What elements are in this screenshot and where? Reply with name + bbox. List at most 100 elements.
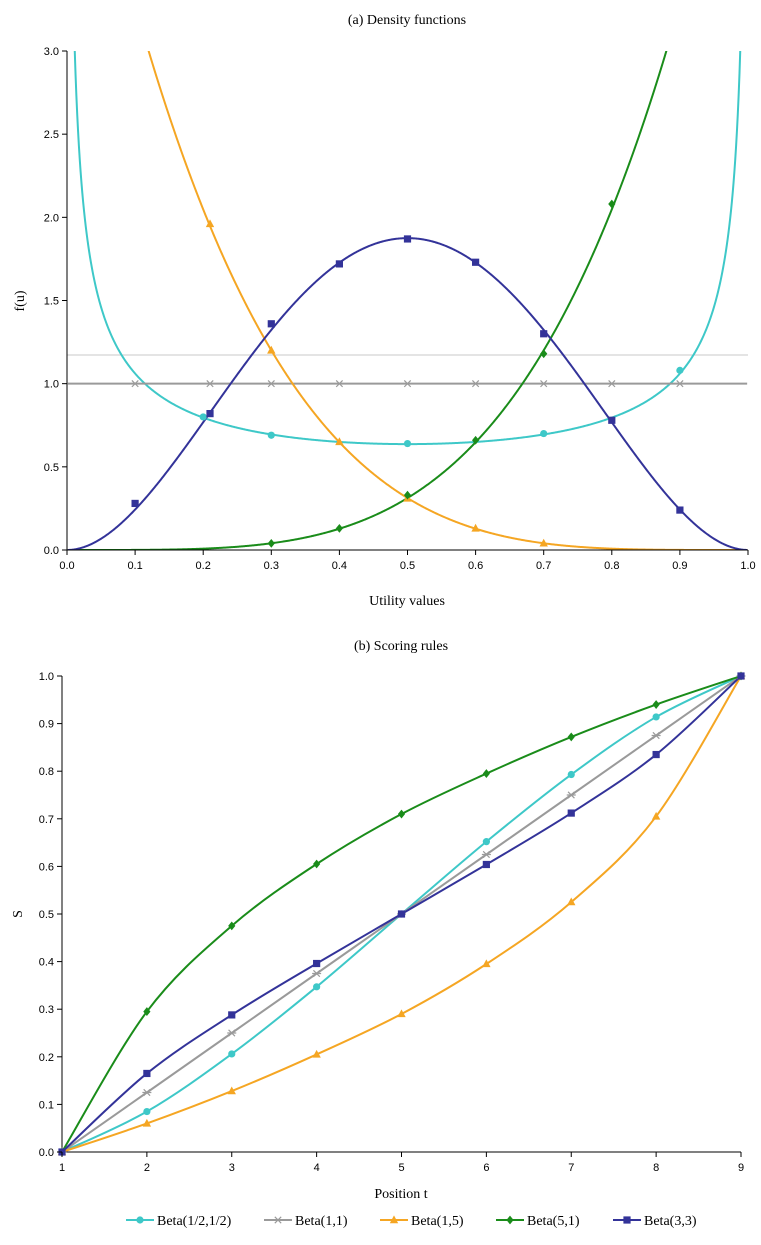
density-x-tick-label: 0.6 (468, 560, 483, 572)
density-point-beta-3-3 (335, 260, 343, 268)
legend-swatch-marker (273, 1216, 283, 1224)
scoring-point-beta-3-3 (737, 672, 745, 680)
density-point-beta-5-1 (540, 349, 548, 359)
legend-item-beta-1-2-1-2: Beta(1/2,1/2) (126, 1214, 232, 1229)
density-chart: (a) Density functions 0.0 0.1 0.2 0.3 0.4 0.5… (13, 13, 756, 609)
scoring-point-beta-1-1 (651, 731, 661, 740)
density-point-beta-1-1 (471, 380, 481, 388)
density-point-beta-1-1 (266, 380, 276, 388)
density-point-beta-5-1 (267, 538, 275, 548)
density-y-tick-label: 0.0 (44, 545, 59, 557)
scoring-point-beta-1-2-1-2 (482, 838, 490, 846)
scoring-point-beta-3-3 (143, 1069, 151, 1078)
scoring-point-beta-5-1 (143, 1007, 151, 1016)
scoring-point-beta-1-2-1-2 (228, 1050, 236, 1058)
density-x-tick-label: 0.8 (604, 560, 619, 572)
legend: Beta(1/2,1/2) Beta(1,1) Beta(1,5) Beta(5,1)… (126, 1214, 697, 1229)
density-point-beta-5-1 (472, 435, 480, 445)
density-y-tick-label: 3.0 (44, 46, 59, 58)
density-point-beta-3-3 (472, 258, 480, 266)
density-x-tick-label: 0.1 (127, 560, 142, 572)
legend-label: Beta(1,5) (411, 1214, 464, 1229)
scoring-point-beta-1-2-1-2 (652, 713, 660, 721)
scoring-point-beta-1-2-1-2 (143, 1107, 151, 1116)
density-point-beta-3-3 (131, 499, 139, 508)
density-point-beta-1-2-1-2 (199, 413, 207, 421)
density-markers (130, 199, 685, 548)
density-point-beta-3-3 (267, 320, 275, 328)
scoring-x-axis-label: Position t (374, 1187, 427, 1202)
density-point-beta-5-1 (608, 199, 616, 209)
scoring-point-beta-1-1 (566, 791, 576, 799)
density-point-beta-3-3 (206, 410, 214, 418)
scoring-curve-beta-5-1 (62, 676, 741, 1153)
density-point-beta-3-3 (608, 416, 616, 424)
scoring-x-tick-label: 4 (314, 1162, 320, 1174)
scoring-y-tick-label: 0.6 (39, 861, 54, 873)
legend-item-beta-5-1: Beta(5,1) (496, 1214, 580, 1229)
density-point-beta-1-5 (539, 538, 548, 547)
density-point-beta-1-5 (267, 345, 276, 354)
density-curve-beta-1-2-1-2 (73, 51, 742, 446)
density-x-tick-label: 0.9 (672, 560, 687, 572)
scoring-point-beta-1-1 (481, 850, 491, 859)
scoring-point-beta-1-1 (312, 969, 322, 978)
density-y-tick-label: 2.5 (44, 129, 59, 141)
density-x-tick-label: 0.3 (264, 560, 279, 572)
legend-swatch-marker (506, 1215, 514, 1225)
scoring-chart-title: (b) Scoring rules (354, 639, 448, 654)
scoring-point-beta-1-5 (482, 959, 491, 968)
density-curve-beta-3-3 (67, 237, 748, 550)
scoring-point-beta-5-1 (652, 700, 660, 709)
density-plot-area (67, 51, 748, 550)
scoring-y-tick-label: 0.8 (39, 766, 54, 778)
density-x-axis-label: Utility values (369, 594, 445, 609)
scoring-y-tick-label: 0.1 (39, 1099, 54, 1111)
density-chart-title: (a) Density functions (348, 13, 466, 28)
scoring-point-beta-1-2-1-2 (567, 770, 575, 779)
density-point-beta-5-1 (335, 523, 343, 533)
scoring-point-beta-1-1 (142, 1088, 152, 1097)
density-x-tick-label: 0.5 (400, 560, 415, 572)
scoring-x-tick-label: 6 (483, 1162, 489, 1174)
scoring-y-tick-label: 0.0 (39, 1147, 54, 1159)
legend-label: Beta(1,1) (295, 1214, 348, 1229)
scoring-x-tick-label: 3 (229, 1162, 235, 1174)
scoring-x-tick-label: 2 (144, 1162, 150, 1174)
scoring-x-tick-label: 5 (398, 1162, 404, 1174)
scoring-y-tick-label: 0.4 (39, 957, 54, 969)
scoring-y-tick-label: 0.9 (39, 719, 54, 731)
scoring-y-tick-label: 0.7 (39, 814, 54, 826)
density-point-beta-1-2-1-2 (403, 439, 412, 448)
scoring-point-beta-3-3 (652, 750, 660, 759)
density-y-axis-label: f(u) (13, 290, 28, 311)
scoring-point-beta-5-1 (228, 921, 236, 931)
density-x-tick-label: 0.2 (196, 560, 211, 572)
density-y-tick-label: 0.5 (44, 462, 59, 474)
density-ticks: 0.0 0.1 0.2 0.3 0.4 0.5 0.6 0.7 0.8 0.9 1.0 0.0 0.5 1… (44, 46, 756, 572)
density-point-beta-1-1 (130, 380, 140, 388)
density-point-beta-1-1 (607, 380, 617, 388)
density-x-tick-label: 0.0 (59, 560, 74, 572)
scoring-point-beta-5-1 (397, 809, 406, 819)
scoring-point-beta-3-3 (313, 959, 321, 968)
scoring-y-tick-label: 0.3 (39, 1004, 54, 1016)
density-point-beta-1-2-1-2 (540, 429, 548, 438)
density-point-beta-1-2-1-2 (676, 366, 684, 374)
density-point-beta-1-1 (403, 380, 412, 388)
scoring-point-beta-1-1 (227, 1029, 237, 1037)
scoring-point-beta-1-5 (567, 897, 576, 906)
density-y-tick-label: 1.0 (44, 379, 59, 391)
density-point-beta-1-1 (675, 380, 685, 388)
scoring-point-beta-1-5 (651, 811, 661, 820)
scoring-point-beta-5-1 (482, 769, 490, 778)
density-point-beta-3-3 (540, 330, 548, 338)
density-point-beta-5-1 (403, 490, 412, 500)
density-point-beta-1-5 (205, 219, 215, 228)
density-point-beta-1-2-1-2 (267, 431, 275, 439)
legend-swatch-marker (623, 1216, 631, 1224)
scoring-point-beta-1-2-1-2 (313, 983, 321, 991)
density-point-beta-1-5 (471, 523, 480, 532)
scoring-y-tick-label: 0.5 (39, 909, 54, 921)
scoring-point-beta-1-5 (227, 1086, 236, 1095)
